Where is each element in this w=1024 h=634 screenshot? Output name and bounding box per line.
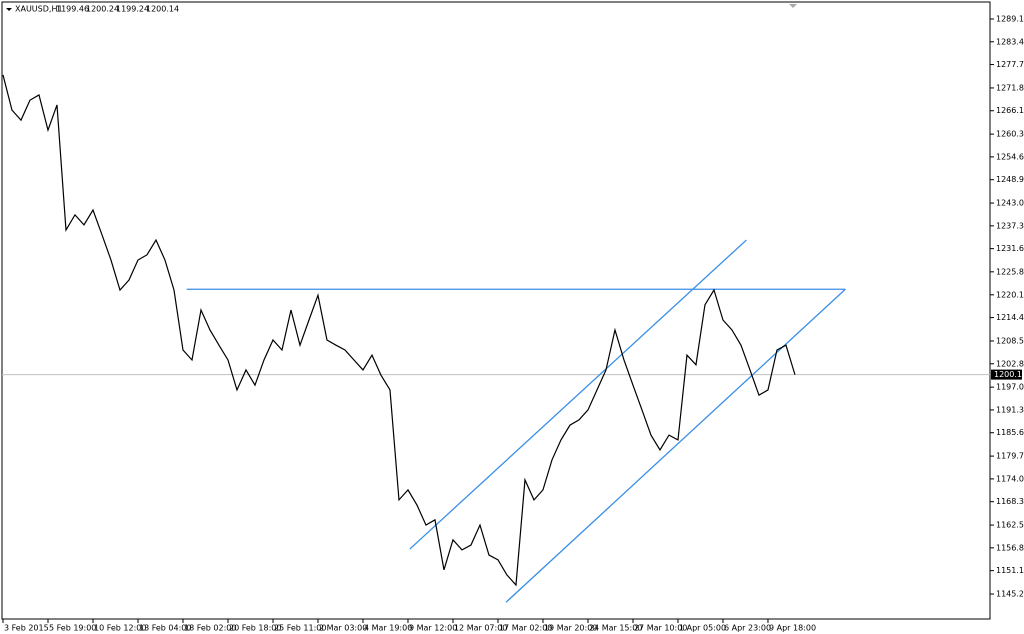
menu-arrow[interactable]	[6, 8, 12, 11]
shift-marker[interactable]	[789, 4, 797, 8]
x-tick-label: 4 Mar 19:00	[364, 624, 412, 633]
last-price-label: 1200.14	[994, 370, 1024, 379]
y-tick-label: 1191.30	[996, 405, 1024, 414]
last-price-box	[991, 369, 1022, 380]
symbol-label: XAUUSD,H1	[15, 5, 63, 14]
y-tick-label: 1197.00	[996, 383, 1024, 392]
x-tick-label: 12 Mar 07:00	[454, 624, 507, 633]
x-tick-label: 9 Apr 18:00	[769, 624, 816, 633]
ohlc-value: 1199.24	[116, 5, 149, 14]
y-tick-label: 1214.40	[996, 313, 1024, 322]
x-tick-label: 9 Mar 12:00	[409, 624, 457, 633]
y-tick-label: 1185.60	[996, 428, 1024, 437]
y-tick-label: 1289.10	[996, 14, 1024, 23]
y-tick-label: 1220.10	[996, 290, 1024, 299]
y-tick-label: 1168.35	[996, 497, 1024, 506]
y-tick-label: 1208.55	[996, 336, 1024, 345]
ohlc-value: 1199.46	[56, 5, 89, 14]
trendline	[505, 288, 846, 603]
ohlc-value: 1200.14	[146, 5, 179, 14]
trendline	[409, 239, 747, 550]
x-tick-label: 19 Mar 20:00	[544, 624, 597, 633]
y-tick-label: 1156.80	[996, 543, 1024, 552]
x-tick-label: 25 Feb 11:00	[274, 624, 326, 633]
x-tick-label: 10 Feb 12:00	[94, 624, 146, 633]
y-tick-label: 1231.65	[996, 244, 1024, 253]
y-tick-label: 1202.85	[996, 359, 1024, 368]
x-tick-label: 1 Apr 05:00	[679, 624, 726, 633]
y-tick-label: 1248.90	[996, 175, 1024, 184]
x-tick-label: 17 Mar 02:00	[499, 624, 552, 633]
y-tick-label: 1254.60	[996, 152, 1024, 161]
x-tick-label: 24 Mar 15:00	[589, 624, 642, 633]
y-tick-label: 1151.10	[996, 566, 1024, 575]
y-tick-label: 1237.35	[996, 221, 1024, 230]
y-tick-label: 1283.40	[996, 37, 1024, 46]
y-tick-label: 1243.05	[996, 199, 1024, 208]
x-tick-label: 13 Feb 04:00	[139, 624, 191, 633]
x-tick-label: 5 Feb 19:00	[49, 624, 96, 633]
plot-frame	[1, 1, 991, 620]
y-tick-label: 1145.25	[996, 590, 1024, 599]
price-line	[2, 74, 796, 587]
y-tick-label: 1162.50	[996, 521, 1024, 530]
x-tick-label: 6 Apr 23:00	[724, 624, 771, 633]
y-tick-label: 1271.85	[996, 83, 1024, 92]
x-tick-label: 18 Feb 02:00	[184, 624, 236, 633]
x-tick-label: 2 Mar 03:00	[319, 624, 367, 633]
y-tick-label: 1174.05	[996, 474, 1024, 483]
x-tick-label: 20 Feb 18:00	[229, 624, 281, 633]
x-tick-label: 27 Mar 10:00	[634, 624, 687, 633]
y-tick-label: 1225.85	[996, 267, 1024, 276]
ohlc-value: 1200.24	[86, 5, 119, 14]
y-tick-label: 1266.15	[996, 106, 1024, 115]
y-tick-label: 1277.70	[996, 60, 1024, 69]
x-tick-label: 3 Feb 2015	[4, 624, 49, 633]
y-tick-label: 1260.30	[996, 130, 1024, 139]
y-tick-label: 1179.75	[996, 452, 1024, 461]
